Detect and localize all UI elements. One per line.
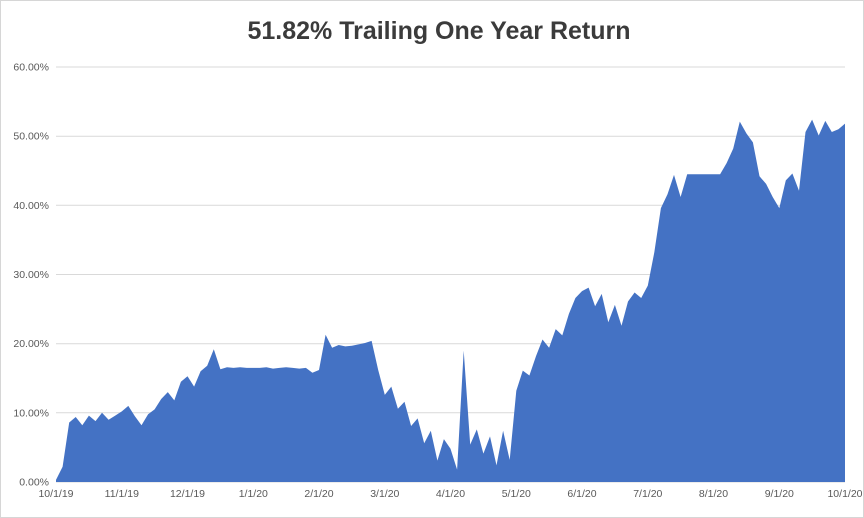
y-tick-label: 50.00% [13,131,49,143]
x-tick-label: 1/1/20 [239,488,268,500]
x-tick-label: 9/1/20 [765,488,794,500]
x-tick-label: 2/1/20 [304,488,333,500]
area-series [56,119,845,482]
y-tick-label: 30.00% [13,269,49,281]
area-fill [56,119,845,482]
y-axis-labels: 0.00% 10.00% 20.00% 30.00% 40.00% 50.00% 60.00… [13,62,49,489]
y-tick-label: 40.00% [13,200,49,212]
y-tick-label: 0.00% [19,477,49,489]
chart-title: 51.82% Trailing One Year Return [247,17,630,45]
x-tick-label: 5/1/20 [502,488,531,500]
x-tick-label: 3/1/20 [370,488,399,500]
x-tick-label: 10/1/20 [827,488,862,500]
x-tick-label: 11/1/19 [105,488,139,500]
x-tick-label: 4/1/20 [436,488,465,500]
y-tick-label: 60.00% [13,62,49,74]
y-tick-label: 10.00% [13,407,49,419]
x-tick-label: 10/1/19 [38,488,73,500]
x-tick-label: 8/1/20 [699,488,728,500]
x-tick-label: 6/1/20 [567,488,596,500]
x-tick-label: 7/1/20 [633,488,662,500]
x-axis-labels: 10/1/19 11/1/19 12/1/19 1/1/20 2/1/20 3/1/20 4… [38,488,862,500]
y-tick-label: 20.00% [13,338,49,350]
x-tick-label: 12/1/19 [170,488,205,500]
